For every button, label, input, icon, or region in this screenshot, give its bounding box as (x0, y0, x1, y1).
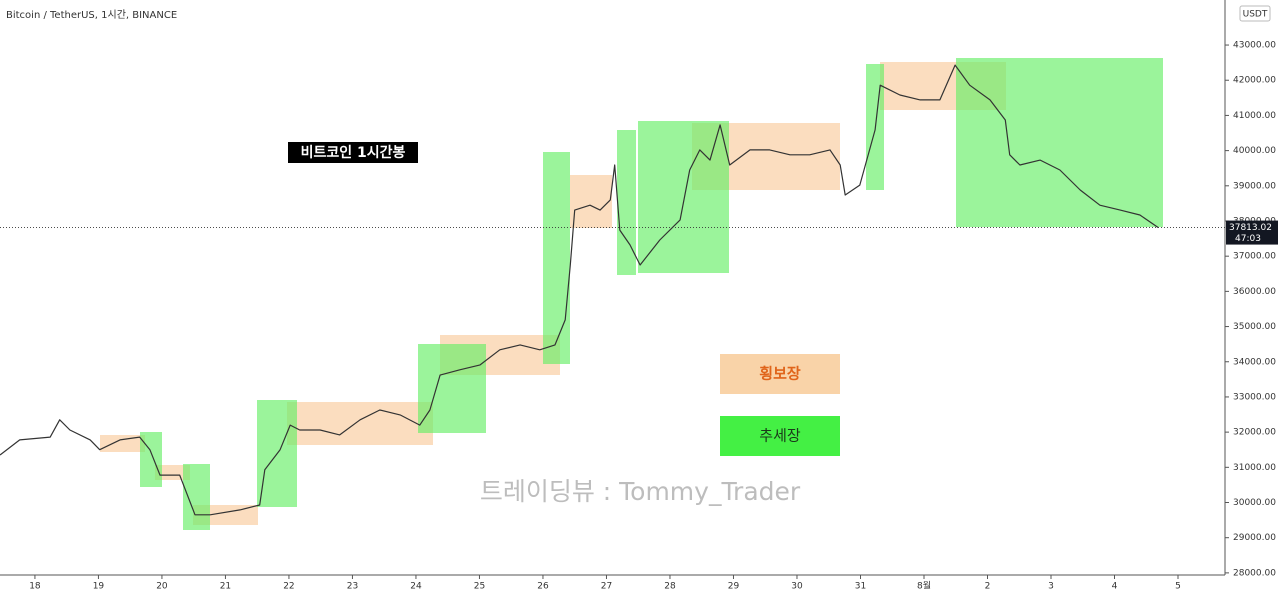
trend-legend-box (720, 416, 840, 456)
x-tick-label: 26 (537, 582, 549, 592)
trend-box (617, 130, 636, 275)
trend-box (956, 58, 1163, 227)
x-tick-label: 4 (1112, 582, 1118, 592)
y-tick-label: 34000.00 (1233, 357, 1276, 367)
range-box (100, 435, 145, 452)
label-box (288, 142, 418, 163)
trend-box (183, 464, 210, 530)
label: 비트코인 1시간봉 (301, 144, 406, 161)
range-box (287, 402, 433, 445)
y-tick-label: 33000.00 (1233, 392, 1276, 402)
currency-box (1239, 5, 1271, 22)
y-tick-label: 28000.00 (1233, 568, 1276, 578)
x-tick-label: 25 (474, 582, 485, 592)
x-tick-label: 2 (985, 582, 991, 592)
y-tick-label: 42000.00 (1233, 76, 1276, 86)
currency: USDT (1243, 10, 1268, 20)
x-tick-label: 20 (156, 582, 168, 592)
y-tick-label: 36000.00 (1233, 287, 1276, 297)
trend-legend: 추세장 (759, 427, 801, 445)
y-tick-label: 40000.00 (1233, 146, 1276, 156)
trend-box (543, 152, 570, 364)
trend-box (418, 344, 486, 433)
y-tick-label: 43000.00 (1233, 41, 1276, 51)
range-legend-box (720, 354, 840, 394)
watermark: 트레이딩뷰 : Tommy_Trader (480, 477, 801, 506)
y-tick-label: 32000.00 (1233, 428, 1276, 438)
x-tick-label: 5 (1175, 582, 1181, 592)
x-tick-label: 23 (347, 582, 358, 592)
x-tick-label: 3 (1048, 582, 1054, 592)
y-tick-label: 30000.00 (1233, 498, 1276, 508)
y-tick-label: 31000.00 (1233, 463, 1276, 473)
price-line (0, 64, 1159, 516)
trend-box (140, 432, 162, 487)
y-tick-label: 39000.00 (1233, 181, 1276, 191)
current-price-box (1226, 220, 1278, 245)
range-box (570, 175, 612, 228)
x-tick-label: 21 (220, 582, 231, 592)
range-legend: 횡보장 (759, 365, 801, 383)
range-box (155, 465, 190, 480)
current-price-label: 37813.02 (1229, 223, 1272, 233)
x-tick-label: 24 (410, 582, 422, 592)
x-tick-label: 29 (728, 582, 740, 592)
x-tick-label: 22 (283, 582, 294, 592)
y-tick-label: 41000.00 (1233, 111, 1276, 121)
x-tick-label: 30 (791, 582, 803, 592)
y-tick-label: 37000.00 (1233, 252, 1276, 262)
y-tick-label: 29000.00 (1233, 533, 1276, 543)
x-tick-label: 19 (93, 582, 105, 592)
countdown: 47:03 (1235, 234, 1261, 244)
boxes (100, 58, 1163, 530)
chart-title: Bitcoin / TetherUS, 1시간, BINANCE (6, 9, 177, 21)
y-tick-label: 35000.00 (1233, 322, 1276, 332)
x-tick-label: 31 (855, 582, 866, 592)
x-tick-label: 27 (601, 582, 612, 592)
x-tick-label: 28 (664, 582, 676, 592)
x-tick-label: 18 (29, 582, 41, 592)
x-tick-label: 8월 (917, 580, 931, 592)
